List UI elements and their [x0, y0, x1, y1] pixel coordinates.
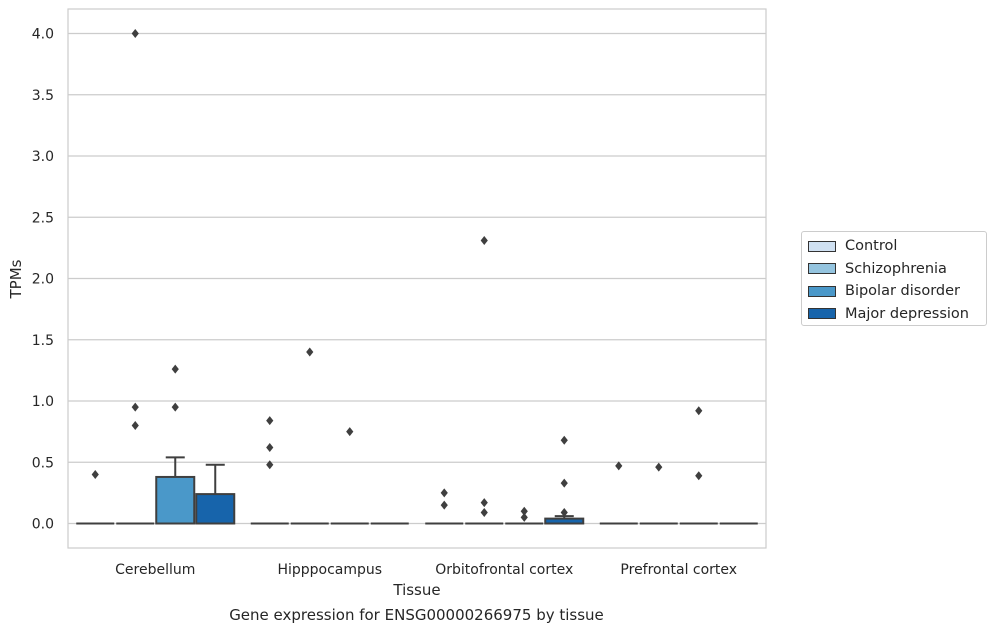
- x-tick-label: Orbitofrontal cortex: [435, 562, 573, 578]
- outlier-point: [560, 435, 568, 445]
- grid-lines: [68, 32, 766, 525]
- y-tick-label: 0.0: [32, 517, 54, 533]
- legend-swatch: [808, 263, 836, 275]
- outlier-point: [266, 443, 274, 453]
- outlier-point: [131, 421, 139, 430]
- legend-label: Control: [845, 238, 898, 255]
- legend: Control Schizophrenia Bipolar disorder Majo…: [801, 231, 987, 326]
- outlier-point: [560, 507, 568, 517]
- outlier-point: [171, 402, 179, 412]
- legend-item: Control: [808, 235, 986, 258]
- outlier-point: [615, 461, 623, 471]
- legend-label: Major depression: [845, 305, 969, 322]
- outlier-point: [560, 478, 568, 488]
- y-tick-label: 1.0: [32, 394, 54, 410]
- outliers: [91, 29, 703, 522]
- plot-area-frame: [67, 8, 767, 549]
- box: [544, 515, 585, 525]
- x-axis-title: Tissue: [392, 581, 440, 599]
- legend-item: Major depression: [808, 303, 986, 326]
- boxes: [76, 456, 758, 525]
- outlier-point: [480, 498, 488, 508]
- y-tick-label: 4.0: [32, 27, 54, 43]
- outlier-point: [171, 364, 179, 374]
- x-tick-label: Prefrontal cortex: [620, 562, 737, 578]
- legend-item: Bipolar disorder: [808, 280, 986, 303]
- outlier-point: [266, 416, 274, 426]
- chart-caption: Gene expression for ENSG00000266975 by t…: [229, 606, 604, 624]
- outlier-point: [131, 402, 139, 412]
- y-tick-label: 2.5: [32, 210, 54, 226]
- box: [195, 463, 236, 525]
- outlier-point: [266, 460, 274, 470]
- box-body: [195, 493, 236, 525]
- y-tick-label: 3.0: [32, 149, 54, 165]
- outlier-point: [480, 236, 488, 246]
- y-tick-labels: 0.0 0.5 1.0 1.5 2.0 2.5 3.0 3.5 4.0: [32, 27, 54, 533]
- outlier-point: [440, 488, 448, 498]
- outlier-point: [655, 462, 663, 472]
- legend-item: Schizophrenia: [808, 258, 986, 281]
- x-tick-label: Cerebellum: [115, 562, 195, 578]
- y-tick-label: 2.0: [32, 272, 54, 288]
- legend-swatch: [808, 240, 836, 252]
- box: [155, 456, 196, 525]
- outlier-point: [695, 406, 703, 416]
- outlier-point: [131, 29, 139, 38]
- outlier-point: [480, 507, 488, 517]
- box-body: [155, 475, 196, 525]
- legend-swatch: [808, 308, 836, 320]
- y-tick-label: 1.5: [32, 333, 54, 349]
- legend-label: Bipolar disorder: [845, 283, 960, 300]
- outlier-point: [520, 512, 528, 522]
- legend-swatch: [808, 285, 836, 297]
- y-tick-label: 3.5: [32, 88, 54, 104]
- legend-label: Schizophrenia: [845, 260, 947, 277]
- y-tick-label: 0.5: [32, 455, 54, 471]
- outlier-point: [440, 500, 448, 510]
- outlier-point: [520, 506, 528, 516]
- y-axis-title: TPMs: [7, 259, 25, 299]
- x-tick-label: Hipppocampus: [277, 562, 382, 578]
- outlier-point: [91, 470, 99, 479]
- x-tick-labels: Cerebellum Hipppocampus Orbitofrontal cort…: [115, 562, 737, 578]
- outlier-point: [695, 471, 703, 481]
- outlier-point: [346, 427, 354, 437]
- outlier-point: [306, 347, 314, 357]
